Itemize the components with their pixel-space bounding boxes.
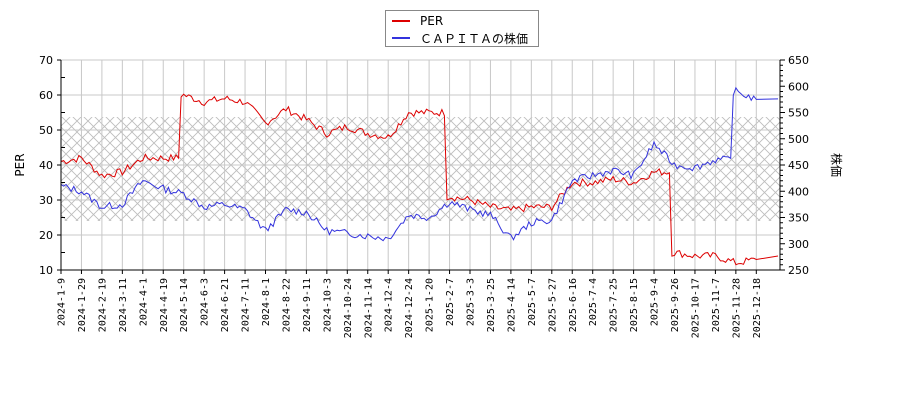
svg-text:2024-11-14: 2024-11-14	[363, 278, 374, 338]
svg-text:2025-4-14: 2025-4-14	[506, 278, 517, 332]
svg-text:2025-9-4: 2025-9-4	[650, 278, 661, 326]
svg-text:2024-6-21: 2024-6-21	[220, 278, 231, 332]
svg-text:70: 70	[39, 54, 53, 67]
svg-text:500: 500	[788, 133, 809, 146]
svg-text:20: 20	[39, 229, 53, 242]
right-axis-title: 株価	[829, 153, 844, 177]
svg-text:2025-2-7: 2025-2-7	[445, 278, 456, 326]
svg-text:2024-4-1: 2024-4-1	[138, 278, 149, 326]
svg-text:650: 650	[788, 54, 809, 67]
svg-text:300: 300	[788, 238, 809, 251]
svg-text:2024-2-19: 2024-2-19	[97, 278, 108, 332]
svg-text:40: 40	[39, 159, 53, 172]
svg-text:2024-1-29: 2024-1-29	[77, 278, 88, 332]
svg-text:2025-5-7: 2025-5-7	[527, 278, 538, 326]
svg-text:2024-4-19: 2024-4-19	[159, 278, 170, 332]
legend-label-per: PER	[420, 14, 444, 28]
legend-item-per: PER	[392, 13, 443, 29]
svg-text:2025-11-7: 2025-11-7	[711, 278, 722, 332]
svg-text:2024-1-9: 2024-1-9	[57, 278, 68, 326]
stock-price-line	[60, 86, 779, 242]
svg-text:250: 250	[788, 264, 809, 277]
svg-text:2025-5-27: 2025-5-27	[547, 278, 558, 332]
svg-text:2024-5-14: 2024-5-14	[179, 278, 190, 332]
grid-lines	[61, 59, 780, 270]
legend-label-stock-price: ＣＡＰＩＴＡの株価	[420, 31, 529, 46]
svg-text:2025-9-26: 2025-9-26	[670, 278, 681, 332]
svg-text:60: 60	[39, 89, 53, 102]
svg-text:600: 600	[788, 80, 809, 93]
svg-text:2025-12-18: 2025-12-18	[752, 278, 763, 338]
svg-text:30: 30	[39, 194, 53, 207]
svg-text:2025-7-4: 2025-7-4	[588, 278, 599, 326]
svg-text:2024-8-1: 2024-8-1	[261, 278, 272, 326]
svg-text:2025-10-17: 2025-10-17	[690, 278, 701, 338]
svg-text:50: 50	[39, 124, 53, 137]
per-swatch-icon	[392, 20, 410, 22]
svg-text:2024-9-11: 2024-9-11	[302, 278, 313, 332]
shaded-band	[61, 117, 780, 221]
svg-text:2025-7-25: 2025-7-25	[609, 278, 620, 332]
svg-text:10: 10	[39, 264, 53, 277]
stock-price-swatch-icon	[392, 37, 410, 39]
x-axis-labels: 2024-1-9 2024-1-29 2024-2-19 2024-3-11 2024-…	[57, 278, 763, 338]
left-axis-labels: 70 60 50 40 30 20 10	[39, 54, 53, 277]
axis-ticks	[57, 59, 785, 274]
svg-text:2025-6-16: 2025-6-16	[568, 278, 579, 332]
svg-text:550: 550	[788, 107, 809, 120]
svg-text:450: 450	[788, 159, 809, 172]
svg-text:2024-12-24: 2024-12-24	[404, 278, 415, 338]
svg-text:2024-3-11: 2024-3-11	[118, 278, 129, 332]
svg-text:2025-11-28: 2025-11-28	[731, 278, 742, 338]
svg-text:2024-7-11: 2024-7-11	[241, 278, 252, 332]
svg-text:350: 350	[788, 212, 809, 225]
legend: PER ＣＡＰＩＴＡの株価	[385, 10, 539, 47]
svg-text:400: 400	[788, 185, 809, 198]
svg-text:2024-10-24: 2024-10-24	[343, 278, 354, 338]
svg-text:2025-3-3: 2025-3-3	[466, 278, 477, 326]
per-line	[60, 93, 779, 266]
svg-text:2024-12-4: 2024-12-4	[384, 278, 395, 332]
svg-text:2025-1-20: 2025-1-20	[425, 278, 436, 332]
svg-text:2024-8-22: 2024-8-22	[281, 278, 292, 332]
svg-text:2024-10-3: 2024-10-3	[322, 278, 333, 332]
right-axis-labels: 650 600 550 500 450 400 350 300 250	[788, 54, 809, 277]
left-axis-title: PER	[13, 153, 27, 176]
legend-item-stock-price: ＣＡＰＩＴＡの株価	[392, 30, 528, 46]
svg-text:2024-6-3: 2024-6-3	[200, 278, 211, 326]
svg-text:2025-3-25: 2025-3-25	[486, 278, 497, 332]
svg-text:2025-8-15: 2025-8-15	[629, 278, 640, 332]
